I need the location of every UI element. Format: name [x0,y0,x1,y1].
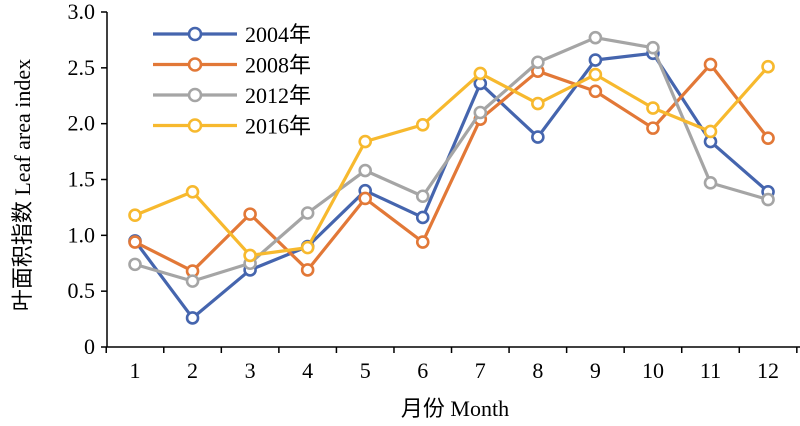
data-point [646,40,660,55]
y-tick-label: 2.0 [68,111,96,136]
data-point [761,131,775,145]
data-point [358,134,373,149]
data-point [243,207,257,221]
data-point [128,257,142,272]
data-point [185,184,200,199]
series-layer [128,30,775,325]
x-tick-label: 2 [187,358,198,383]
legend-label: 2016年 [245,114,311,139]
series-line [134,65,770,258]
data-point [646,101,660,115]
data-point [588,53,603,67]
y-tick-label: 1.5 [68,167,96,192]
y-tick-label: 2.5 [68,55,96,80]
legend: 2004年 2008年 2012年 2016年 [153,22,311,139]
y-axis-title: 叶面积指数 Leaf area index [10,59,35,311]
data-point [703,176,718,190]
legend-swatch-marker [187,26,203,42]
data-point [646,121,660,135]
data-point [473,66,488,81]
x-tick-label: 6 [417,358,428,383]
data-point [300,206,315,220]
x-tick-label: 12 [757,358,779,383]
y-tick-label: 1.0 [68,222,96,247]
legend-item: 2008年 [153,53,311,78]
x-tick-label: 7 [475,358,486,383]
data-point [761,192,775,207]
legend-item: 2012年 [153,83,311,108]
series-2 [128,57,775,278]
y-tick-label: 0 [84,334,95,359]
x-tick-label: 10 [642,358,664,383]
series-line [134,62,770,273]
series-4 [128,59,775,263]
data-point [358,163,373,178]
data-point [185,274,200,288]
series-3 [128,30,775,288]
data-point [588,67,603,82]
y-ticks: 0 0.5 1.0 1.5 2.0 2.5 3.0 [68,0,107,359]
data-point [473,105,488,120]
data-point [300,240,315,255]
x-tick-label: 3 [245,358,256,383]
data-point [128,208,142,223]
x-tick-label: 8 [532,358,543,383]
x-ticks: 1 2 3 4 5 6 7 8 9 10 11 12 [105,347,798,383]
legend-swatch-marker [187,87,203,103]
data-point [415,235,430,249]
x-tick-label: 4 [302,358,313,383]
data-point [588,84,603,99]
data-point [703,57,718,72]
legend-item: 2004年 [153,22,311,47]
legend-swatch-marker [187,118,203,133]
data-point [358,191,373,206]
data-point [531,55,545,70]
data-point [588,30,603,45]
x-tick-label: 11 [700,358,721,383]
x-tick-label: 5 [360,358,371,383]
data-point [415,210,430,225]
data-point [185,311,200,325]
legend-label: 2004年 [245,22,311,47]
x-tick-label: 9 [590,358,601,383]
legend-swatch-marker [187,57,203,72]
legend-label: 2008年 [245,53,311,78]
data-point [531,96,545,111]
data-point [243,248,257,263]
data-point [128,235,142,249]
data-point [300,263,315,277]
y-tick-label: 0.5 [68,278,96,303]
data-point [761,59,775,74]
legend-item: 2016年 [153,114,311,139]
x-tick-label: 1 [130,358,141,383]
x-axis-title: 月份 Month [401,396,509,421]
data-point [415,189,430,204]
series-1 [128,46,775,325]
data-point [415,117,430,132]
data-point [531,130,545,144]
y-tick-label: 3.0 [68,0,96,24]
data-point [703,124,718,139]
legend-label: 2012年 [245,83,311,108]
series-line [134,36,769,283]
